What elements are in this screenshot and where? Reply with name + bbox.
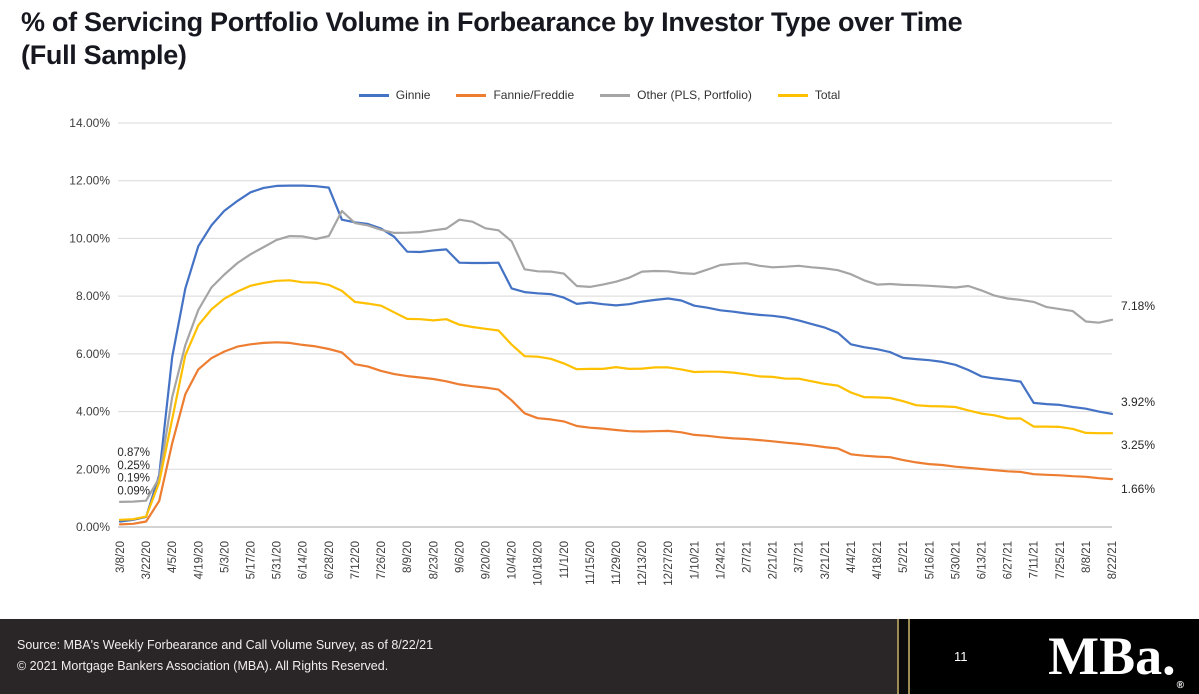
x-axis-tick-label: 3/7/21 [794,541,806,573]
source-line-1: Source: MBA's Weekly Forbearance and Cal… [17,638,434,653]
footer-source: Source: MBA's Weekly Forbearance and Cal… [0,619,897,694]
chart-canvas: 0.00% 2.00% 4.00% 6.00% 8.00% 10.00% 12.00% 14.… [69,116,1155,586]
series-line-ginnie [118,184,1114,523]
x-axis-tick-label: 3/8/20 [115,541,127,573]
x-axis-tick-label: 11/1/20 [559,541,571,579]
x-axis-tick-label: 8/8/21 [1081,541,1093,573]
legend-item-other-pls-portfolio: Other (PLS, Portfolio) [600,88,752,102]
x-axis-tick-label: 7/25/21 [1055,541,1067,579]
title-block: % of Servicing Portfolio Volume in Forbe… [21,6,1185,73]
x-axis-tick-label: 4/18/21 [872,541,884,579]
mba-logo-text: MBa. [1048,625,1176,686]
x-axis-tick-label: 1/24/21 [715,541,727,579]
x-axis-tick-label: 5/16/21 [924,541,936,579]
end-value-label-fannie-freddie: 1.66% [1121,482,1155,496]
legend-label: Ginnie [395,88,431,102]
page-title: % of Servicing Portfolio Volume in Forbe… [21,7,963,37]
series-line-total [118,279,1114,521]
x-axis-tick-label: 7/26/20 [376,541,388,579]
source-line-2: © 2021 Mortgage Bankers Association (MBA… [17,659,389,673]
x-axis-tick-label: 5/31/20 [272,541,284,579]
y-axis-tick-label: 0.00% [76,520,110,534]
mba-logo: MBa.® [1048,625,1184,690]
series-line-fannie-freddie [118,341,1114,526]
legend-label: Other (PLS, Portfolio) [637,88,752,102]
y-axis-tick-label: 6.00% [76,347,110,361]
y-axis-tick-label: 10.00% [69,231,110,245]
y-axis-tick-label: 2.00% [76,462,110,476]
legend-swatch-other-pls-portfolio [600,93,631,97]
x-axis-tick-label: 7/11/21 [1029,541,1041,579]
x-axis-tick-label: 2/7/21 [742,541,754,573]
x-axis-tick-label: 9/20/20 [480,541,492,579]
legend-swatch-total [777,93,808,97]
x-axis-tick-label: 5/3/20 [219,541,231,573]
x-axis-tick-label: 11/15/20 [585,541,597,585]
x-axis-tick-label: 3/22/20 [141,541,153,579]
end-value-label-other-pls-portfolio: 7.18% [1121,299,1155,313]
legend-swatch-ginnie [358,93,389,97]
y-axis-tick-label: 14.00% [69,116,110,130]
end-value-label-total: 3.25% [1121,438,1155,452]
end-value-label-ginnie: 3.92% [1121,395,1155,409]
start-value-label: 0.87% [117,447,150,459]
chart-legend: Ginnie Fannie/Freddie Other (PLS, Portfoli… [0,88,1199,102]
legend-item-total: Total [777,88,841,102]
x-axis-tick-label: 9/6/20 [454,541,466,573]
registered-trademark-icon: ® [1176,679,1184,691]
x-axis-tick-label: 8/9/20 [402,541,414,573]
x-axis-tick-label: 2/21/21 [768,541,780,579]
x-axis-tick-label: 8/23/20 [428,541,440,579]
start-value-label: 0.09% [117,485,150,497]
footer-divider [897,619,910,694]
x-axis-tick-label: 1/10/21 [689,541,701,579]
x-axis-tick-label: 11/29/20 [611,541,623,585]
y-axis-tick-label: 12.00% [69,174,110,188]
page-number: 11 [954,649,968,664]
x-axis-tick-label: 8/22/21 [1107,541,1119,579]
x-axis-tick-label: 6/27/21 [1003,541,1015,579]
x-axis-tick-label: 4/5/20 [167,541,179,573]
legend-swatch-fannie-freddie [456,93,487,97]
start-value-label: 0.25% [117,460,150,472]
legend-label: Fannie/Freddie [493,88,575,102]
x-axis-tick-label: 12/27/20 [663,541,675,586]
x-axis-tick-label: 6/13/21 [976,541,988,579]
x-axis-tick-label: 12/13/20 [637,541,649,586]
x-axis-tick-label: 5/2/21 [898,541,910,573]
x-axis-tick-label: 5/17/20 [246,541,258,579]
x-axis-tick-label: 6/28/20 [324,541,336,579]
x-axis-tick-label: 10/18/20 [533,541,545,586]
start-value-label: 0.19% [117,473,150,485]
y-axis-tick-label: 8.00% [76,289,110,303]
x-axis-tick-label: 6/14/20 [298,541,310,579]
footer: Source: MBA's Weekly Forbearance and Cal… [0,619,1199,694]
x-axis-tick-label: 3/21/21 [820,541,832,579]
x-axis-tick-label: 5/30/21 [950,541,962,579]
page-subtitle: (Full Sample) [21,40,187,71]
legend-label: Total [814,88,841,102]
legend-item-fannie-freddie: Fannie/Freddie [456,88,574,102]
legend-item-ginnie: Ginnie [358,88,431,102]
x-axis-tick-label: 7/12/20 [350,541,362,579]
y-axis-tick-label: 4.00% [76,405,110,419]
x-axis-tick-label: 4/19/20 [193,541,205,579]
footer-right-panel: 11 MBa.® [910,619,1199,694]
x-axis-tick-label: 10/4/20 [507,541,519,579]
series-line-other-pls-portfolio [118,209,1114,503]
x-axis-tick-label: 4/4/21 [846,541,858,573]
